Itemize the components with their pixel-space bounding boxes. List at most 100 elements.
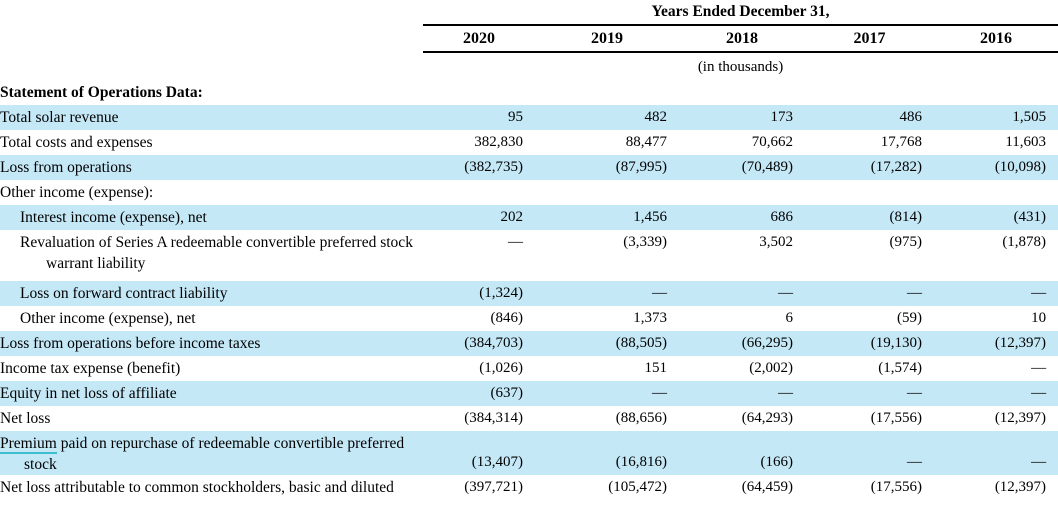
year-column-header-2017: 2017: [805, 25, 934, 53]
value-cell: (1,026): [479, 360, 523, 376]
header-spacer: [0, 0, 423, 25]
row-label: Net loss attributable to common stockhol…: [0, 479, 394, 496]
value-cell: (70,489): [679, 155, 805, 180]
value-cell: —: [934, 281, 1058, 306]
value-cell: (637): [423, 381, 535, 406]
row-label-text: paid on repurchase of redeemable convert…: [24, 435, 405, 473]
table-row: Other income (expense):: [0, 180, 1058, 205]
value-cell: 1,505: [934, 105, 1058, 130]
value-cell: (384,703): [423, 331, 535, 356]
year-column-header-2019: 2019: [535, 25, 679, 53]
value-cell: (59): [897, 310, 922, 326]
value-cell: [934, 180, 1058, 205]
value-cell: 70,662: [751, 134, 793, 150]
value-cell: (2,002): [749, 360, 793, 376]
value-cell: [805, 180, 934, 205]
value-cell: (17,556): [870, 410, 922, 426]
value-cell: (66,295): [679, 331, 805, 356]
row-label: Interest income (expense), net: [0, 205, 423, 230]
value-cell: (1,878): [1002, 234, 1047, 250]
value-cell: —: [934, 431, 1058, 475]
table-row: Total costs and expenses 382,830 88,477 70,…: [0, 130, 1058, 155]
value-cell: [423, 180, 535, 205]
value-cell: (17,282): [805, 155, 934, 180]
value-cell: (88,505): [535, 331, 679, 356]
value-cell: (88,656): [615, 410, 667, 426]
value-cell: —: [805, 431, 934, 475]
units-note-row: (in thousands): [0, 52, 1058, 82]
table-row: Premium paid on repurchase of redeemable…: [0, 431, 1058, 475]
value-cell: 1,456: [535, 205, 679, 230]
value-cell: (64,293): [741, 410, 793, 426]
row-label: Loss on forward contract liability: [0, 281, 423, 306]
value-cell: (397,721): [464, 479, 523, 495]
value-cell: 202: [423, 205, 535, 230]
value-cell: [679, 180, 805, 205]
value-cell: —: [679, 281, 805, 306]
value-cell: —: [805, 381, 934, 406]
table-title-row: Years Ended December 31,: [0, 0, 1058, 26]
value-cell: (846): [490, 310, 524, 326]
table-row: Loss from operations (382,735) (87,995) (70…: [0, 155, 1058, 180]
value-cell: (975): [889, 234, 923, 250]
value-cell: (16,816): [535, 431, 679, 475]
row-label: Other income (expense), net: [20, 310, 196, 327]
value-cell: (382,735): [423, 155, 535, 180]
table-row: Revaluation of Series A redeemable conve…: [0, 230, 1058, 281]
value-cell: (1,324): [423, 281, 535, 306]
section-title: Statement of Operations Data:: [0, 84, 203, 101]
value-cell: 3,502: [759, 234, 793, 250]
value-cell: 382,830: [474, 134, 523, 150]
table-row: Loss from operations before income taxes…: [0, 331, 1058, 356]
table-row: Net loss attributable to common stockhol…: [0, 475, 1058, 500]
value-cell: (19,130): [805, 331, 934, 356]
value-cell: 173: [679, 105, 805, 130]
row-label: Loss from operations: [0, 155, 423, 180]
value-cell: 486: [805, 105, 934, 130]
value-cell: 17,768: [880, 134, 922, 150]
year-column-header-2020: 2020: [423, 25, 535, 53]
value-cell: (3,339): [623, 234, 667, 250]
table-row: Loss on forward contract liability (1,324…: [0, 281, 1058, 306]
header-spacer: [0, 25, 423, 52]
value-cell: (12,397): [994, 479, 1047, 495]
value-cell: 88,477: [625, 134, 667, 150]
value-cell: 482: [535, 105, 679, 130]
operations-table: Years Ended December 31, 2020 2019 2018 …: [0, 0, 1058, 500]
row-label: Loss from operations before income taxes: [0, 331, 423, 356]
value-cell: (64,459): [741, 479, 793, 495]
value-cell: (10,098): [934, 155, 1058, 180]
value-cell: (87,995): [535, 155, 679, 180]
value-cell: (12,397): [934, 331, 1058, 356]
table-title: Years Ended December 31,: [423, 0, 1058, 26]
value-cell: (814): [805, 205, 934, 230]
value-cell: (1,574): [878, 360, 922, 376]
value-cell: (166): [679, 431, 805, 475]
value-cell: —: [535, 381, 679, 406]
year-header-row: 2020 2019 2018 2017 2016: [0, 25, 1058, 53]
table-row: Other income (expense), net (846) 1,373 6 (5…: [0, 306, 1058, 331]
value-cell: (12,397): [994, 410, 1047, 426]
value-cell: (384,314): [464, 410, 523, 426]
table-row: Income tax expense (benefit) (1,026) 151 (2…: [0, 356, 1058, 381]
header-spacer: [0, 52, 423, 82]
value-cell: [535, 180, 679, 205]
row-label: Income tax expense (benefit): [0, 360, 181, 377]
value-cell: —: [535, 281, 679, 306]
value-cell: 151: [644, 360, 668, 376]
table-row: Interest income (expense), net 202 1,456 68…: [0, 205, 1058, 230]
row-label: Revaluation of Series A redeemable conve…: [20, 234, 413, 272]
year-column-header-2016: 2016: [934, 25, 1058, 53]
units-note: (in thousands): [697, 59, 784, 75]
value-cell: (105,472): [608, 479, 667, 495]
year-column-header-2018: 2018: [679, 25, 805, 53]
table-row: Equity in net loss of affiliate (637) — — — —: [0, 381, 1058, 406]
value-cell: 1,373: [633, 310, 667, 326]
value-cell: —: [1031, 360, 1047, 376]
table-row: Total solar revenue 95 482 173 486 1,505: [0, 105, 1058, 130]
premium-underlined-word: Premium: [0, 435, 57, 454]
value-cell: —: [934, 381, 1058, 406]
row-label: Equity in net loss of affiliate: [0, 381, 423, 406]
value-cell: —: [508, 234, 523, 250]
